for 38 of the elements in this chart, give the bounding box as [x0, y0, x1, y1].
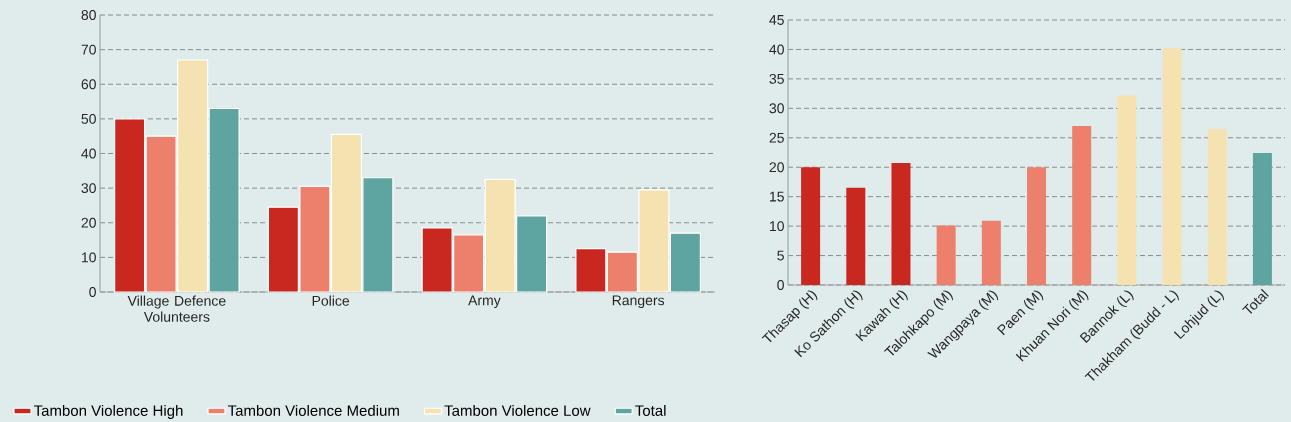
y-tick-label: 35: [769, 73, 784, 84]
y-tick-label: 50: [81, 113, 96, 124]
legend-label: Tambon Violence Low: [444, 404, 591, 416]
x-tick-label: Police: [312, 295, 350, 306]
y-tick-label: 5: [777, 250, 784, 261]
y-tick-label: 80: [81, 10, 96, 20]
y-tick-label: 0: [89, 287, 96, 297]
y-tick-label: 10: [769, 221, 784, 232]
legend-label: Tambon Violence Medium: [227, 404, 399, 416]
y-tick-label: 20: [769, 162, 784, 173]
bar: [936, 225, 956, 285]
y-tick-label: 40: [769, 44, 784, 55]
bar: [846, 187, 866, 285]
y-tick-label: 20: [81, 217, 96, 228]
legend-label: Tambon Violence High: [33, 404, 183, 419]
bar: [1072, 126, 1092, 285]
y-tick-label: 70: [81, 44, 96, 55]
bar: [1207, 128, 1227, 285]
bar: [1027, 167, 1047, 285]
y-tick-label: 60: [81, 79, 96, 90]
y-tick-label: 30: [81, 183, 96, 194]
x-tick-label: Rangers: [612, 295, 665, 309]
y-tick-label: 40: [81, 148, 96, 159]
bar: [981, 220, 1001, 285]
bar: [1162, 48, 1182, 285]
bar: [891, 163, 911, 285]
bar: [1252, 153, 1272, 285]
y-tick-label: 25: [769, 132, 784, 143]
y-tick-label: 45: [769, 15, 784, 25]
bar: [1117, 95, 1137, 285]
y-tick-label: 15: [769, 191, 784, 202]
y-tick-label: 10: [81, 252, 96, 263]
y-tick-label: 0: [777, 280, 784, 290]
x-tick-label: Army: [468, 295, 501, 309]
x-tick-label: Village Defence Volunteers: [127, 295, 226, 322]
legend-label: Total: [635, 404, 666, 416]
y-tick-label: 30: [769, 103, 784, 114]
bar: [801, 167, 821, 285]
